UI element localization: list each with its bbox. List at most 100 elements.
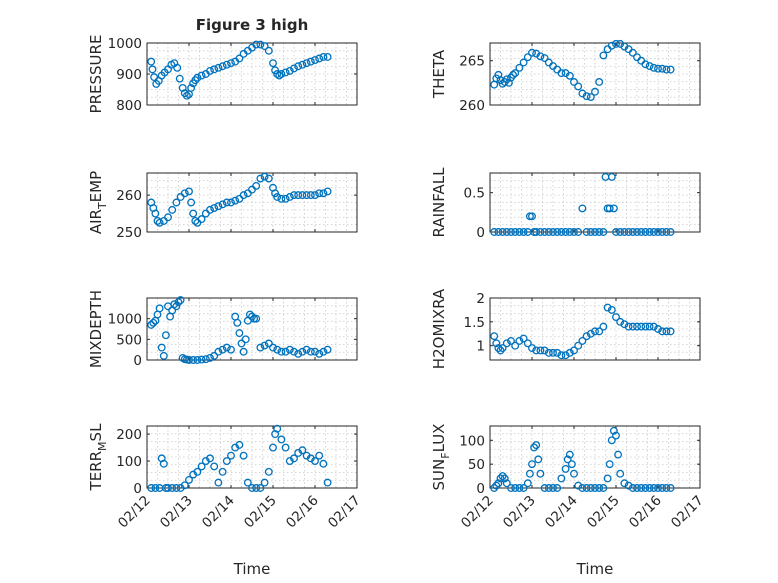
terr_msl-point [151,484,160,492]
sun_flux-point [494,479,503,488]
rainfall-point [666,228,675,236]
pressure-point [187,83,196,92]
air_temp-point [180,189,189,198]
sun_flux-point [507,484,515,492]
mixdepth-point [193,356,202,364]
h2omixra-point [612,313,620,322]
air_temp-point [273,193,282,201]
rainfall-point [519,228,528,236]
terr_msl-point [206,454,214,463]
rainfall-point [645,228,654,236]
terr_msl-point [193,467,202,476]
rainfall-point [599,228,608,236]
air_temp-point [206,205,214,214]
rainfall-point [515,228,524,236]
figure-title: Figure 3 high [196,16,309,34]
terr_msl-point [243,478,252,487]
h2omixra-point [654,325,662,333]
sun_flux-point [525,469,534,478]
pressure-ylabel: PRESSURE [87,35,105,114]
theta-point [582,92,591,101]
sun_flux-point [591,484,599,492]
sun_flux-point [557,474,566,483]
air_temp-point [252,181,261,190]
pressure-point [148,65,157,74]
sun_flux-point [628,484,637,492]
h2omixra-point [616,317,625,326]
terr_msl-point [290,454,298,463]
air_temp-point [319,189,328,198]
pressure-point [173,63,182,72]
air_temp-point [323,187,332,196]
h2omixra-point [549,348,557,357]
sun_flux-point [553,484,562,492]
mixdepth-point [233,318,242,327]
sun_flux-point [649,484,658,492]
rainfall-point [637,228,646,236]
pressure-point [260,42,269,51]
mixdepth-point [256,343,265,352]
pressure-point [294,62,303,71]
rainfall-point [662,228,671,236]
theta-point [540,54,549,63]
mixdepth-point [174,298,183,307]
theta-point [523,53,532,62]
panel-rainfall: 0 0.5 RAINFALL [430,167,701,241]
sun_flux-point [563,455,572,464]
mixdepth-point [248,312,256,321]
mixdepth-point [264,339,273,348]
h2omixra-point [519,334,528,343]
pressure-point [227,59,235,68]
mixdepth-point [252,314,261,323]
sun_flux-point [599,484,608,492]
rainfall-point [586,228,595,236]
air_temp-ylabel: AIRTEMP [87,171,109,234]
air_temp-point [231,196,240,205]
air_temp-point [285,193,294,201]
air_temp-point [290,191,298,200]
pressure-point [206,66,214,75]
panel-h2omixra: 1 1.5 2 H2OMIXRA [430,288,701,369]
pressure-point [182,91,191,100]
mixdepth-point [273,345,282,354]
sun_flux-point [609,426,618,435]
pressure-point [315,54,324,63]
theta-point [536,52,545,61]
pressure-point [302,59,311,68]
h2omixra-point [565,348,574,357]
rainfall-point [511,228,520,236]
pressure-point [175,74,184,83]
terr_msl-point [248,484,256,492]
sun_flux-point [498,472,507,481]
mixdepth-point [210,351,219,360]
rainfall-point [544,228,553,236]
rainfall-point [561,228,570,236]
sun_flux-point [490,484,499,492]
theta-ylabel: THETA [430,49,448,99]
h2omixra-point [553,348,562,357]
rainfall-point [658,228,667,236]
sun_flux-point [633,484,641,492]
sun_flux-point [567,460,576,469]
rainfall-point [649,228,658,236]
mixdepth-point [197,355,206,364]
terr_msl-point [159,459,168,468]
terr_msl-point [269,443,277,452]
h2omixra-point [649,322,658,331]
h2omixra-point [591,327,599,336]
sun_flux-point [662,484,671,492]
mixdepth-point [298,347,307,356]
theta-ytick-label: 260 [459,98,485,114]
h2omixra-point [620,320,629,329]
sun_flux-point [603,474,612,483]
pressure-ytick-label: 1000 [108,36,142,52]
mixdepth-point [157,343,166,352]
sun_flux-point [658,484,667,492]
h2omixra-point [599,322,608,331]
mixdepth-axes-box [146,297,358,361]
terr_msl-point [147,484,156,492]
h2omixra-point [536,346,545,355]
sun_flux-point [595,484,604,492]
rainfall-point [582,228,591,236]
air_temp-point [277,194,286,203]
